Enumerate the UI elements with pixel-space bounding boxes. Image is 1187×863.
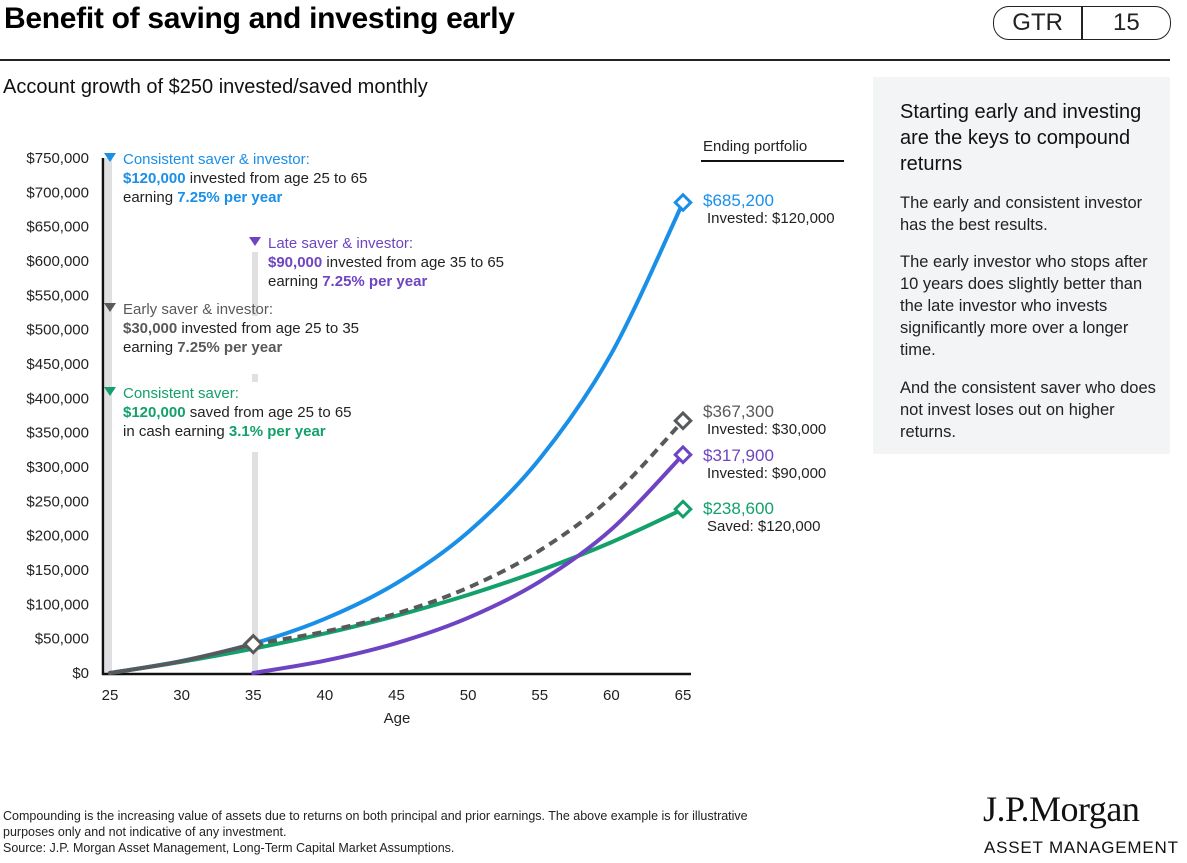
ending-invested-note: Invested: $120,000 [707, 210, 835, 227]
y-tick-label: $100,000 [26, 596, 89, 613]
late-start-guide [252, 252, 258, 316]
pointer-triangle-icon [104, 153, 116, 162]
series-annotation-detail: $90,000 invested from age 35 to 65 [268, 254, 504, 271]
early-investor-projection-line [252, 419, 685, 647]
y-tick-label: $0 [72, 665, 89, 682]
ending-portfolio-header: Ending portfolio [703, 138, 807, 155]
y-tick-label: $200,000 [26, 528, 89, 545]
annotation-rate: 7.25% per year [177, 189, 282, 206]
start-age-guide [105, 158, 112, 673]
pointer-triangle-icon [104, 303, 116, 312]
ending-invested-note: Invested: $30,000 [707, 421, 826, 438]
x-tick-label: 25 [102, 687, 119, 704]
x-tick-label: 60 [603, 687, 620, 704]
x-tick-label: 35 [245, 687, 262, 704]
series-annotation-detail: $120,000 invested from age 25 to 65 [123, 170, 367, 187]
series-annotation-title: Early saver & investor: [123, 301, 273, 318]
annotation-amount: $120,000 [123, 404, 186, 421]
annotation-rate-prefix: earning [268, 273, 322, 290]
ending-value: $238,600 [703, 499, 774, 518]
takeaway-paragraph: The early investor who stops after 10 ye… [900, 253, 1148, 359]
series-annotation-title: Consistent saver & investor: [123, 151, 310, 168]
annotation-amount: $90,000 [268, 254, 322, 271]
y-tick-label: $700,000 [26, 184, 89, 201]
x-axis-title: Age [384, 710, 411, 727]
series-annotation-rate: earning 7.25% per year [268, 273, 427, 290]
badge-divider [1081, 7, 1083, 39]
annotation-rate-prefix: earning [123, 189, 177, 206]
x-tick-label: 50 [460, 687, 477, 704]
late-start-guide [252, 374, 258, 382]
series-annotation-rate: earning 7.25% per year [123, 189, 282, 206]
early-investor-stop-marker [242, 633, 264, 655]
x-tick-label: 30 [173, 687, 190, 704]
annotation-rate: 3.1% per year [229, 423, 326, 440]
series-annotation-title: Consistent saver: [123, 385, 239, 402]
pointer-triangle-icon [249, 237, 261, 246]
x-tick-label: 65 [675, 687, 692, 704]
takeaway-panel: Starting early and investing are the key… [873, 77, 1170, 454]
annotation-rate-prefix: earning [123, 339, 177, 356]
annotation-rate-prefix: in cash earning [123, 423, 229, 440]
annotation-range: invested from age 25 to 35 [177, 320, 359, 337]
ending-value: $367,300 [703, 402, 774, 421]
y-tick-label: $400,000 [26, 390, 89, 407]
y-tick-label: $650,000 [26, 219, 89, 236]
takeaway-heading: Starting early and investing are the key… [900, 101, 1142, 175]
late-investor-end-marker [673, 444, 693, 465]
series-annotation-rate: earning 7.25% per year [123, 339, 282, 356]
takeaway-paragraph: And the consistent saver who does not in… [900, 379, 1156, 441]
footnote-line: purposes only and not indicative of any … [3, 825, 287, 839]
early-investor-line [108, 642, 256, 675]
y-tick-label: $250,000 [26, 493, 89, 510]
early-investor-end-marker [673, 410, 693, 431]
late-start-guide [252, 452, 258, 673]
consistent-investor-end-marker [673, 192, 693, 213]
annotation-range: invested from age 25 to 65 [186, 170, 368, 187]
x-tick-label: 45 [388, 687, 405, 704]
consistent-saver-end-marker [673, 499, 693, 520]
y-tick-label: $750,000 [26, 150, 89, 167]
annotation-amount: $30,000 [123, 320, 177, 337]
takeaway-paragraph: The early and consistent investor has th… [900, 194, 1143, 234]
footnote: Compounding is the increasing value of a… [3, 808, 923, 856]
series-annotation-detail: $120,000 saved from age 25 to 65 [123, 404, 352, 421]
y-tick-label: $300,000 [26, 459, 89, 476]
y-tick-label: $500,000 [26, 322, 89, 339]
annotation-range: invested from age 35 to 65 [322, 254, 504, 271]
y-tick-label: $50,000 [35, 631, 89, 648]
pointer-triangle-icon [104, 387, 116, 396]
y-tick-label: $550,000 [26, 287, 89, 304]
jpmorgan-logo: J.P.Morgan [983, 789, 1140, 829]
y-tick-label: $450,000 [26, 356, 89, 373]
series-annotation-title: Late saver & investor: [268, 235, 413, 252]
late-investor-line [251, 452, 685, 675]
series-annotation-rate: in cash earning 3.1% per year [123, 423, 326, 440]
badge-section: GTR [1012, 9, 1063, 36]
x-tick-label: 40 [317, 687, 334, 704]
ending-value: $685,200 [703, 191, 774, 210]
consistent-saver-line [108, 507, 685, 675]
chart-subtitle: Account growth of $250 invested/saved mo… [3, 76, 428, 98]
annotation-range: saved from age 25 to 65 [186, 404, 352, 421]
ending-invested-note: Invested: $90,000 [707, 465, 826, 482]
ending-value: $317,900 [703, 446, 774, 465]
page-title: Benefit of saving and investing early [4, 2, 515, 35]
title-rule [0, 59, 1170, 61]
footnote-line: Compounding is the increasing value of a… [3, 809, 748, 823]
annotation-rate: 7.25% per year [177, 339, 282, 356]
y-tick-label: $150,000 [26, 562, 89, 579]
y-tick-label: $600,000 [26, 253, 89, 270]
badge-page-number: 15 [1113, 9, 1140, 36]
asset-management-label: ASSET MANAGEMENT [984, 838, 1179, 857]
annotation-rate: 7.25% per year [322, 273, 427, 290]
annotation-amount: $120,000 [123, 170, 186, 187]
source-line: Source: J.P. Morgan Asset Management, Lo… [3, 841, 455, 855]
x-tick-label: 55 [531, 687, 548, 704]
series-annotation-detail: $30,000 invested from age 25 to 35 [123, 320, 359, 337]
page-badge: GTR 15 [993, 6, 1171, 40]
y-tick-label: $350,000 [26, 425, 89, 442]
ending-invested-note: Saved: $120,000 [707, 518, 820, 535]
